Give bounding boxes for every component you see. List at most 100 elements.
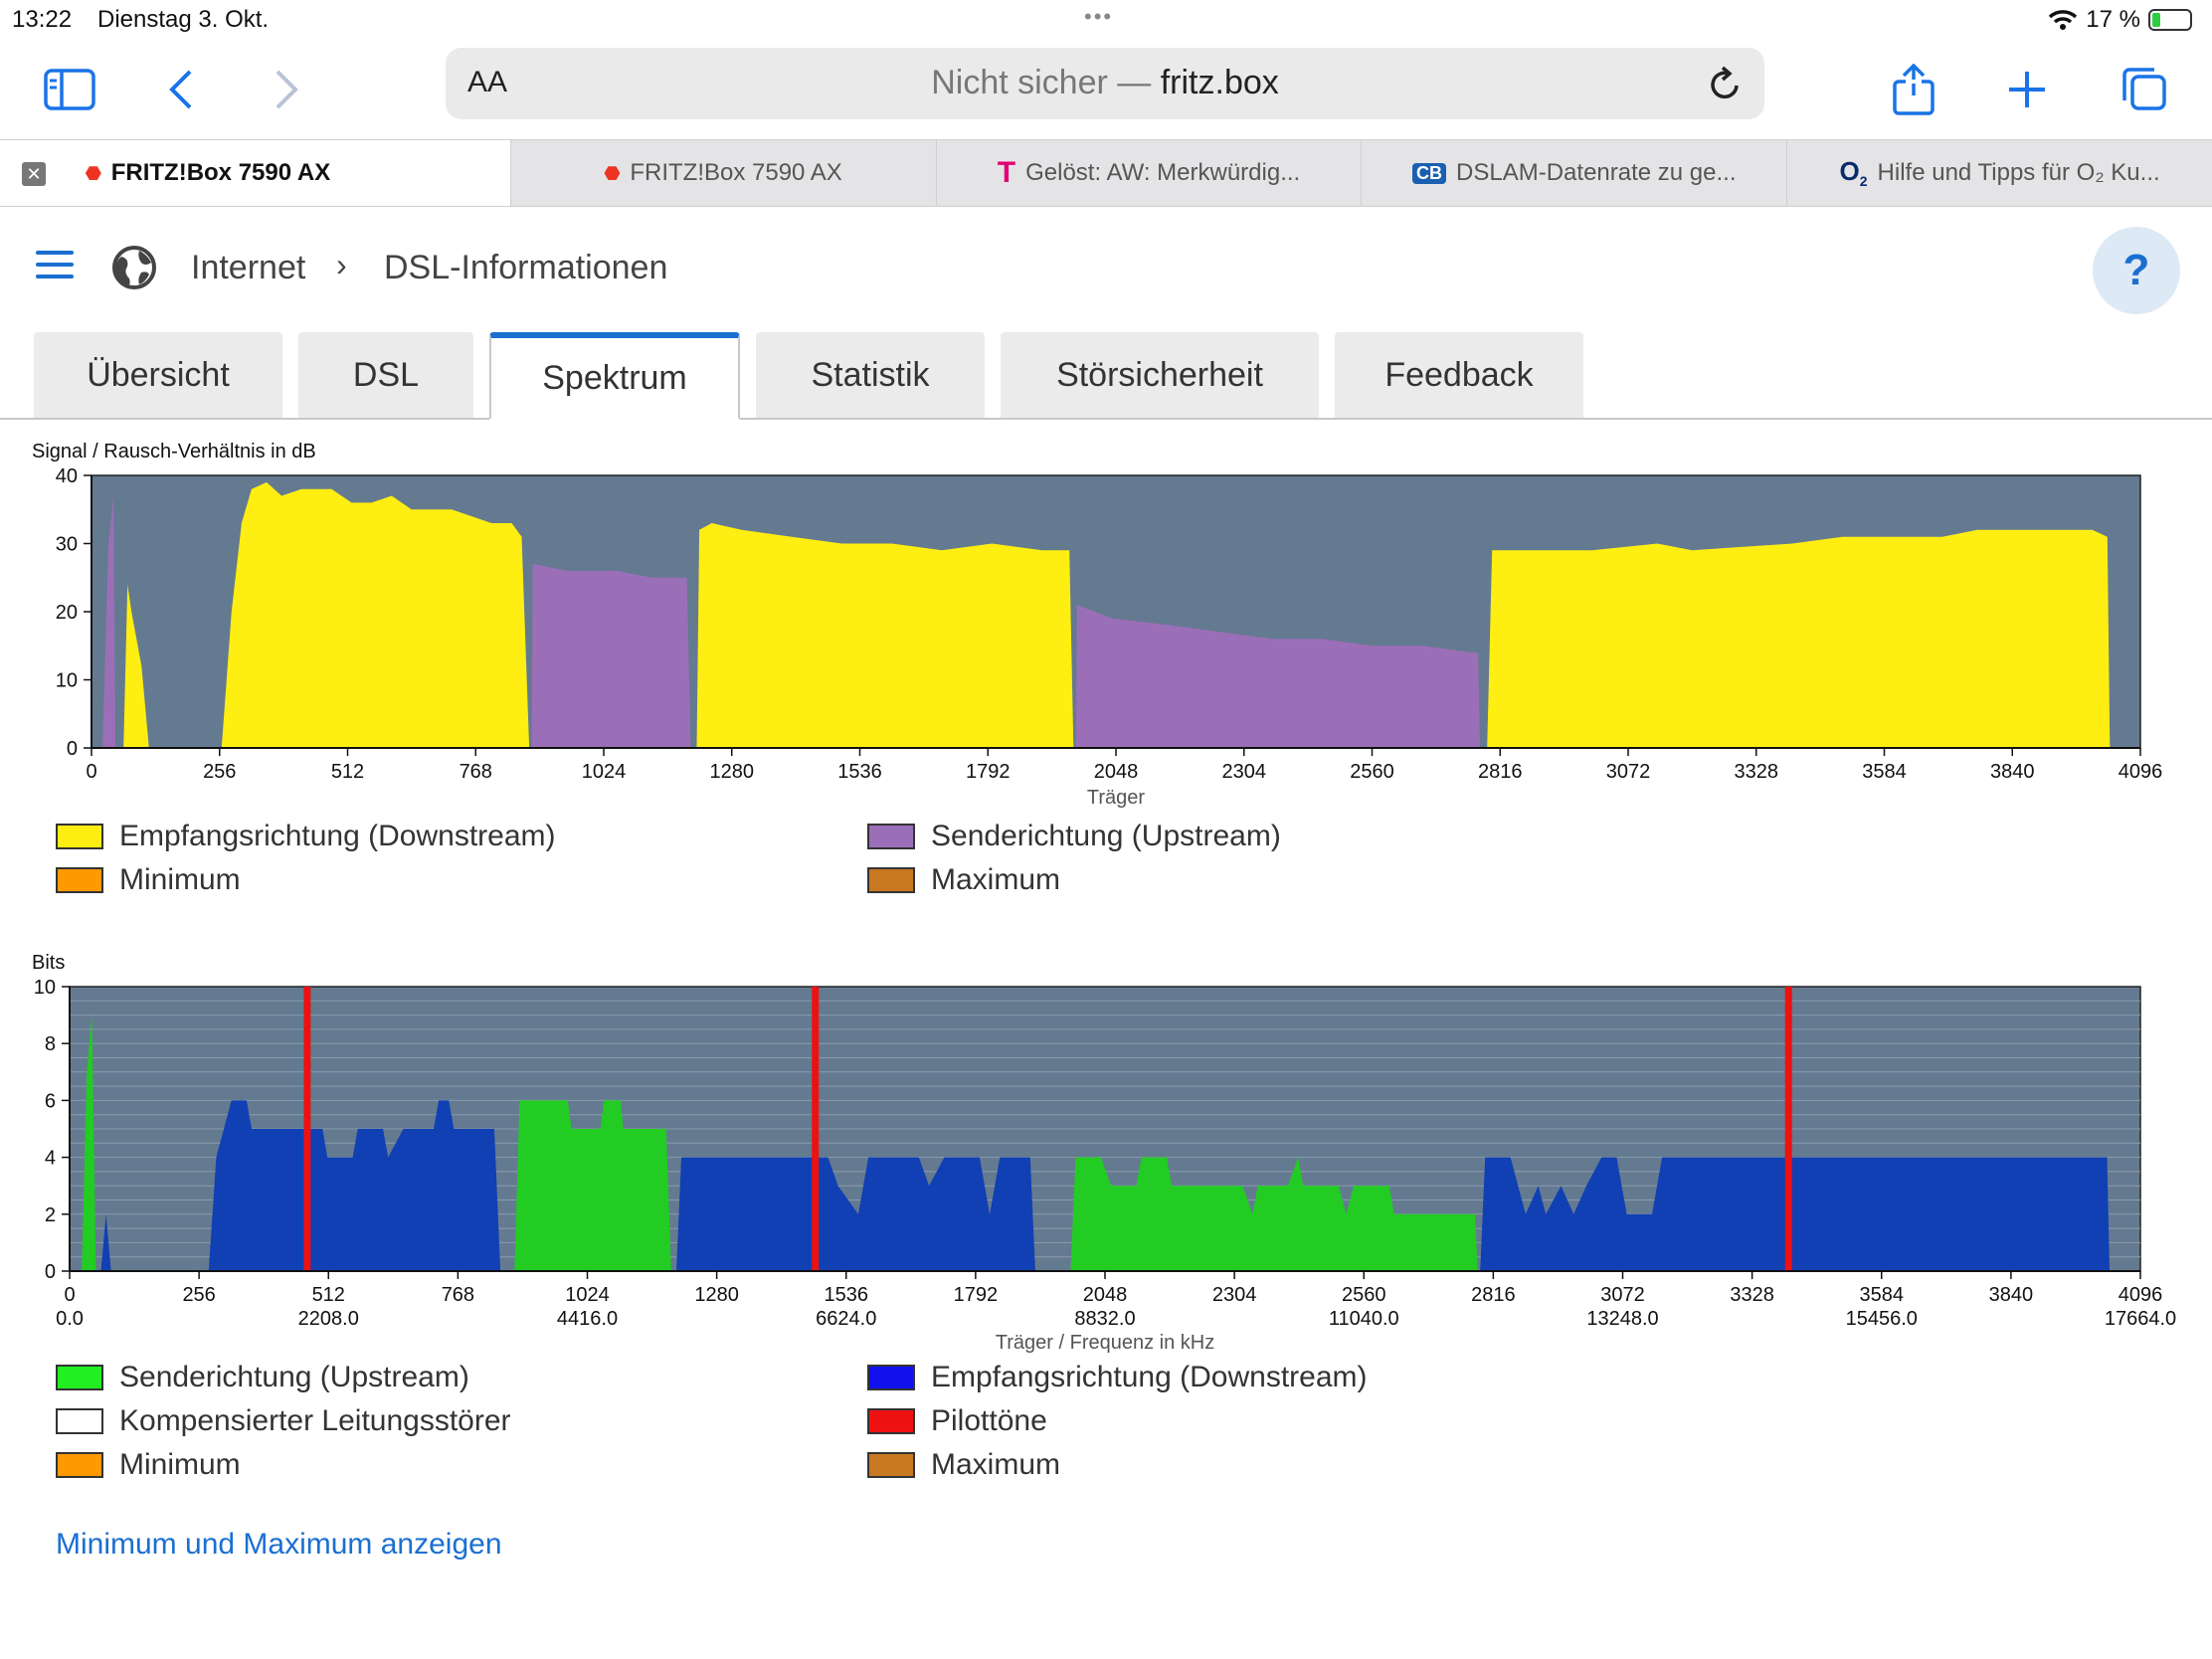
y-tick-label: 20 [56, 602, 78, 624]
x-tick-frequency-label: 4416.0 [557, 1308, 618, 1330]
series-area [102, 495, 116, 748]
x-tick-label: 2048 [1083, 1284, 1128, 1306]
x-tick-label: 2048 [1094, 761, 1139, 783]
legend-item-minimum: Minimum [56, 863, 241, 897]
address-bar[interactable]: AA Nicht sicher — fritz.box [446, 48, 1764, 119]
show-minmax-link[interactable]: Minimum und Maximum anzeigen [56, 1528, 502, 1561]
x-tick-frequency-label: 2208.0 [298, 1308, 359, 1330]
y-tick-label: 0 [45, 1261, 56, 1283]
x-tick-label: 3840 [1990, 761, 2035, 783]
snr-legend: Empfangsrichtung (Downstream) Sendericht… [0, 816, 2212, 915]
legend-item-upstream: Senderichtung (Upstream) [867, 820, 1281, 853]
pilot-tone-line [1784, 987, 1792, 1271]
x-tick-label: 1792 [966, 761, 1011, 783]
x-tick-label: 1280 [710, 761, 755, 783]
clock: 13:22 [12, 6, 73, 33]
content-tabs: Übersicht DSL Spektrum Statistik Störsic… [0, 332, 2212, 420]
series-area [1075, 605, 1481, 748]
x-axis-label: Träger [1087, 787, 1146, 809]
x-tick-frequency-label: 11040.0 [1329, 1308, 1399, 1330]
tab-dsl[interactable]: DSL [298, 332, 473, 418]
browser-tab[interactable]: T Gelöst: AW: Merkwürdig... [935, 140, 1362, 206]
x-tick-label: 1536 [837, 761, 882, 783]
forward-icon[interactable] [257, 60, 316, 119]
x-tick-label: 2560 [1342, 1284, 1386, 1306]
pilot-tone-line [303, 987, 311, 1271]
back-icon[interactable] [151, 60, 211, 119]
multitasking-dots[interactable]: ••• [1084, 4, 1114, 29]
y-tick-label: 4 [45, 1148, 56, 1170]
legend-label: Maximum [931, 1448, 1061, 1481]
tab-title: DSLAM-Datenrate zu ge... [1456, 159, 1737, 186]
x-tick-label: 3328 [1730, 1284, 1774, 1306]
series-area [531, 564, 691, 748]
x-tick-frequency-label: 15456.0 [1846, 1308, 1918, 1330]
tab-feedback[interactable]: Feedback [1335, 332, 1583, 418]
reader-options-button[interactable]: AA [467, 66, 508, 98]
x-tick-label: 4096 [2119, 1284, 2163, 1306]
browser-tab[interactable]: CB DSLAM-Datenrate zu ge... [1361, 140, 1786, 206]
tab-statistik[interactable]: Statistik [756, 332, 985, 418]
share-icon[interactable] [1884, 60, 1943, 119]
tab-spektrum[interactable]: Spektrum [489, 332, 740, 420]
series-area [221, 481, 530, 748]
legend-item-downstream: Empfangsrichtung (Downstream) [867, 1361, 1368, 1394]
x-tick-frequency-label: 17664.0 [2105, 1308, 2176, 1330]
x-tick-frequency-label: 0.0 [56, 1308, 84, 1330]
series-area [1480, 1157, 2110, 1271]
x-tick-label: 512 [312, 1284, 345, 1306]
tab-uebersicht[interactable]: Übersicht [34, 332, 282, 418]
legend-label: Senderichtung (Upstream) [119, 1361, 469, 1393]
breadcrumb-internet[interactable]: Internet [191, 249, 306, 286]
legend-label: Senderichtung (Upstream) [931, 820, 1281, 852]
legend-swatch [867, 1365, 915, 1390]
legend-label: Maximum [931, 863, 1061, 896]
tab-title: FRITZ!Box 7590 AX [630, 159, 842, 186]
y-tick-label: 10 [56, 670, 78, 692]
legend-swatch [56, 1452, 103, 1478]
tab-title: Gelöst: AW: Merkwürdig... [1025, 159, 1301, 186]
y-tick-label: 10 [34, 977, 56, 999]
legend-item-maximum: Maximum [867, 863, 1060, 897]
x-tick-label: 256 [182, 1284, 215, 1306]
legend-swatch [867, 824, 915, 849]
url-host: fritz.box [1160, 64, 1279, 101]
series-area [123, 584, 149, 748]
browser-toolbar: AA Nicht sicher — fritz.box [0, 40, 2212, 139]
browser-tab[interactable]: O2 Hilfe und Tipps für O₂ Ku... [1786, 140, 2212, 206]
legend-item-upstream: Senderichtung (Upstream) [56, 1361, 469, 1394]
series-area [1070, 1157, 1478, 1271]
legend-label: Empfangsrichtung (Downstream) [931, 1361, 1368, 1393]
tab-stoersicherheit[interactable]: Störsicherheit [1001, 332, 1319, 418]
y-tick-label: 40 [56, 465, 78, 487]
chevron-right-icon: › [336, 247, 347, 282]
series-area [514, 1100, 671, 1271]
telekom-logo-icon: T [997, 156, 1016, 189]
y-tick-label: 8 [45, 1033, 56, 1055]
browser-tab-active[interactable]: ✕ ⬣ FRITZ!Box 7590 AX [0, 140, 510, 206]
x-tick-label: 0 [64, 1284, 75, 1306]
y-tick-label: 0 [67, 738, 78, 760]
x-tick-frequency-label: 8832.0 [1074, 1308, 1135, 1330]
series-area [1487, 529, 2111, 748]
x-tick-label: 2560 [1350, 761, 1394, 783]
tab-title: FRITZ!Box 7590 AX [110, 159, 331, 186]
new-tab-icon[interactable] [1997, 60, 2057, 119]
bits-legend: Senderichtung (Upstream) Empfangsrichtun… [0, 1357, 2212, 1496]
help-button[interactable]: ? [2093, 227, 2180, 314]
sidebar-icon[interactable] [40, 60, 99, 119]
browser-tab[interactable]: ⬣ FRITZ!Box 7590 AX [509, 140, 936, 206]
y-axis-label: Bits [32, 952, 65, 974]
fritzbox-logo-icon: ⬣ [604, 162, 621, 183]
close-tab-icon[interactable]: ✕ [22, 162, 46, 186]
computerbase-logo-icon: CB [1412, 162, 1447, 184]
y-tick-label: 2 [45, 1204, 56, 1226]
pilot-tone-line [812, 987, 820, 1271]
hamburger-menu-icon[interactable] [36, 251, 74, 286]
x-tick-label: 3072 [1606, 761, 1651, 783]
tab-overview-icon[interactable] [2115, 60, 2174, 119]
reload-icon[interactable] [1707, 64, 1743, 103]
legend-swatch [867, 1452, 915, 1478]
url-text[interactable]: Nicht sicher — fritz.box [446, 64, 1764, 102]
